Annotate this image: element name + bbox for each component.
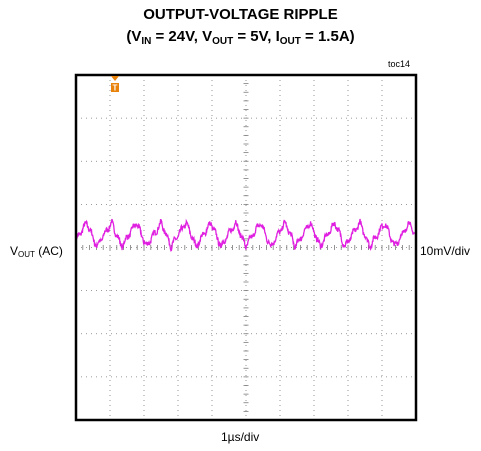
trigger-arrow-icon (111, 76, 119, 81)
subtitle-open: (V (126, 28, 142, 45)
subtitle-vin-sub: IN (141, 36, 152, 47)
y-label-sub: OUT (18, 250, 35, 259)
chart-subtitle: (VIN = 24V, VOUT = 5V, IOUT = 1.5A) (0, 28, 481, 48)
y-label-main: V (10, 244, 19, 258)
subtitle-iout-sub: OUT (279, 36, 301, 47)
ripple-trace (75, 218, 417, 253)
y-scale-label: 10mV/div (420, 244, 471, 258)
plot-frame (74, 73, 418, 422)
chart-title: OUTPUT-VOLTAGE RIPPLE (143, 6, 338, 23)
subtitle-vin-val: = 24V, V (151, 28, 213, 45)
x-axis-label: 1µs/div (221, 430, 260, 444)
figure-id: toc14 (388, 59, 411, 69)
subtitle-vout-val: = 5V, I (233, 28, 280, 45)
y-axis-label: VOUT (AC) (10, 244, 63, 259)
subtitle-vout-sub: OUT (212, 36, 234, 47)
subtitle-iout-val: = 1.5A) (300, 28, 355, 45)
trigger-marker-box (111, 83, 119, 92)
trigger-marker-label: T (113, 84, 118, 93)
y-label-tail: (AC) (34, 244, 63, 258)
